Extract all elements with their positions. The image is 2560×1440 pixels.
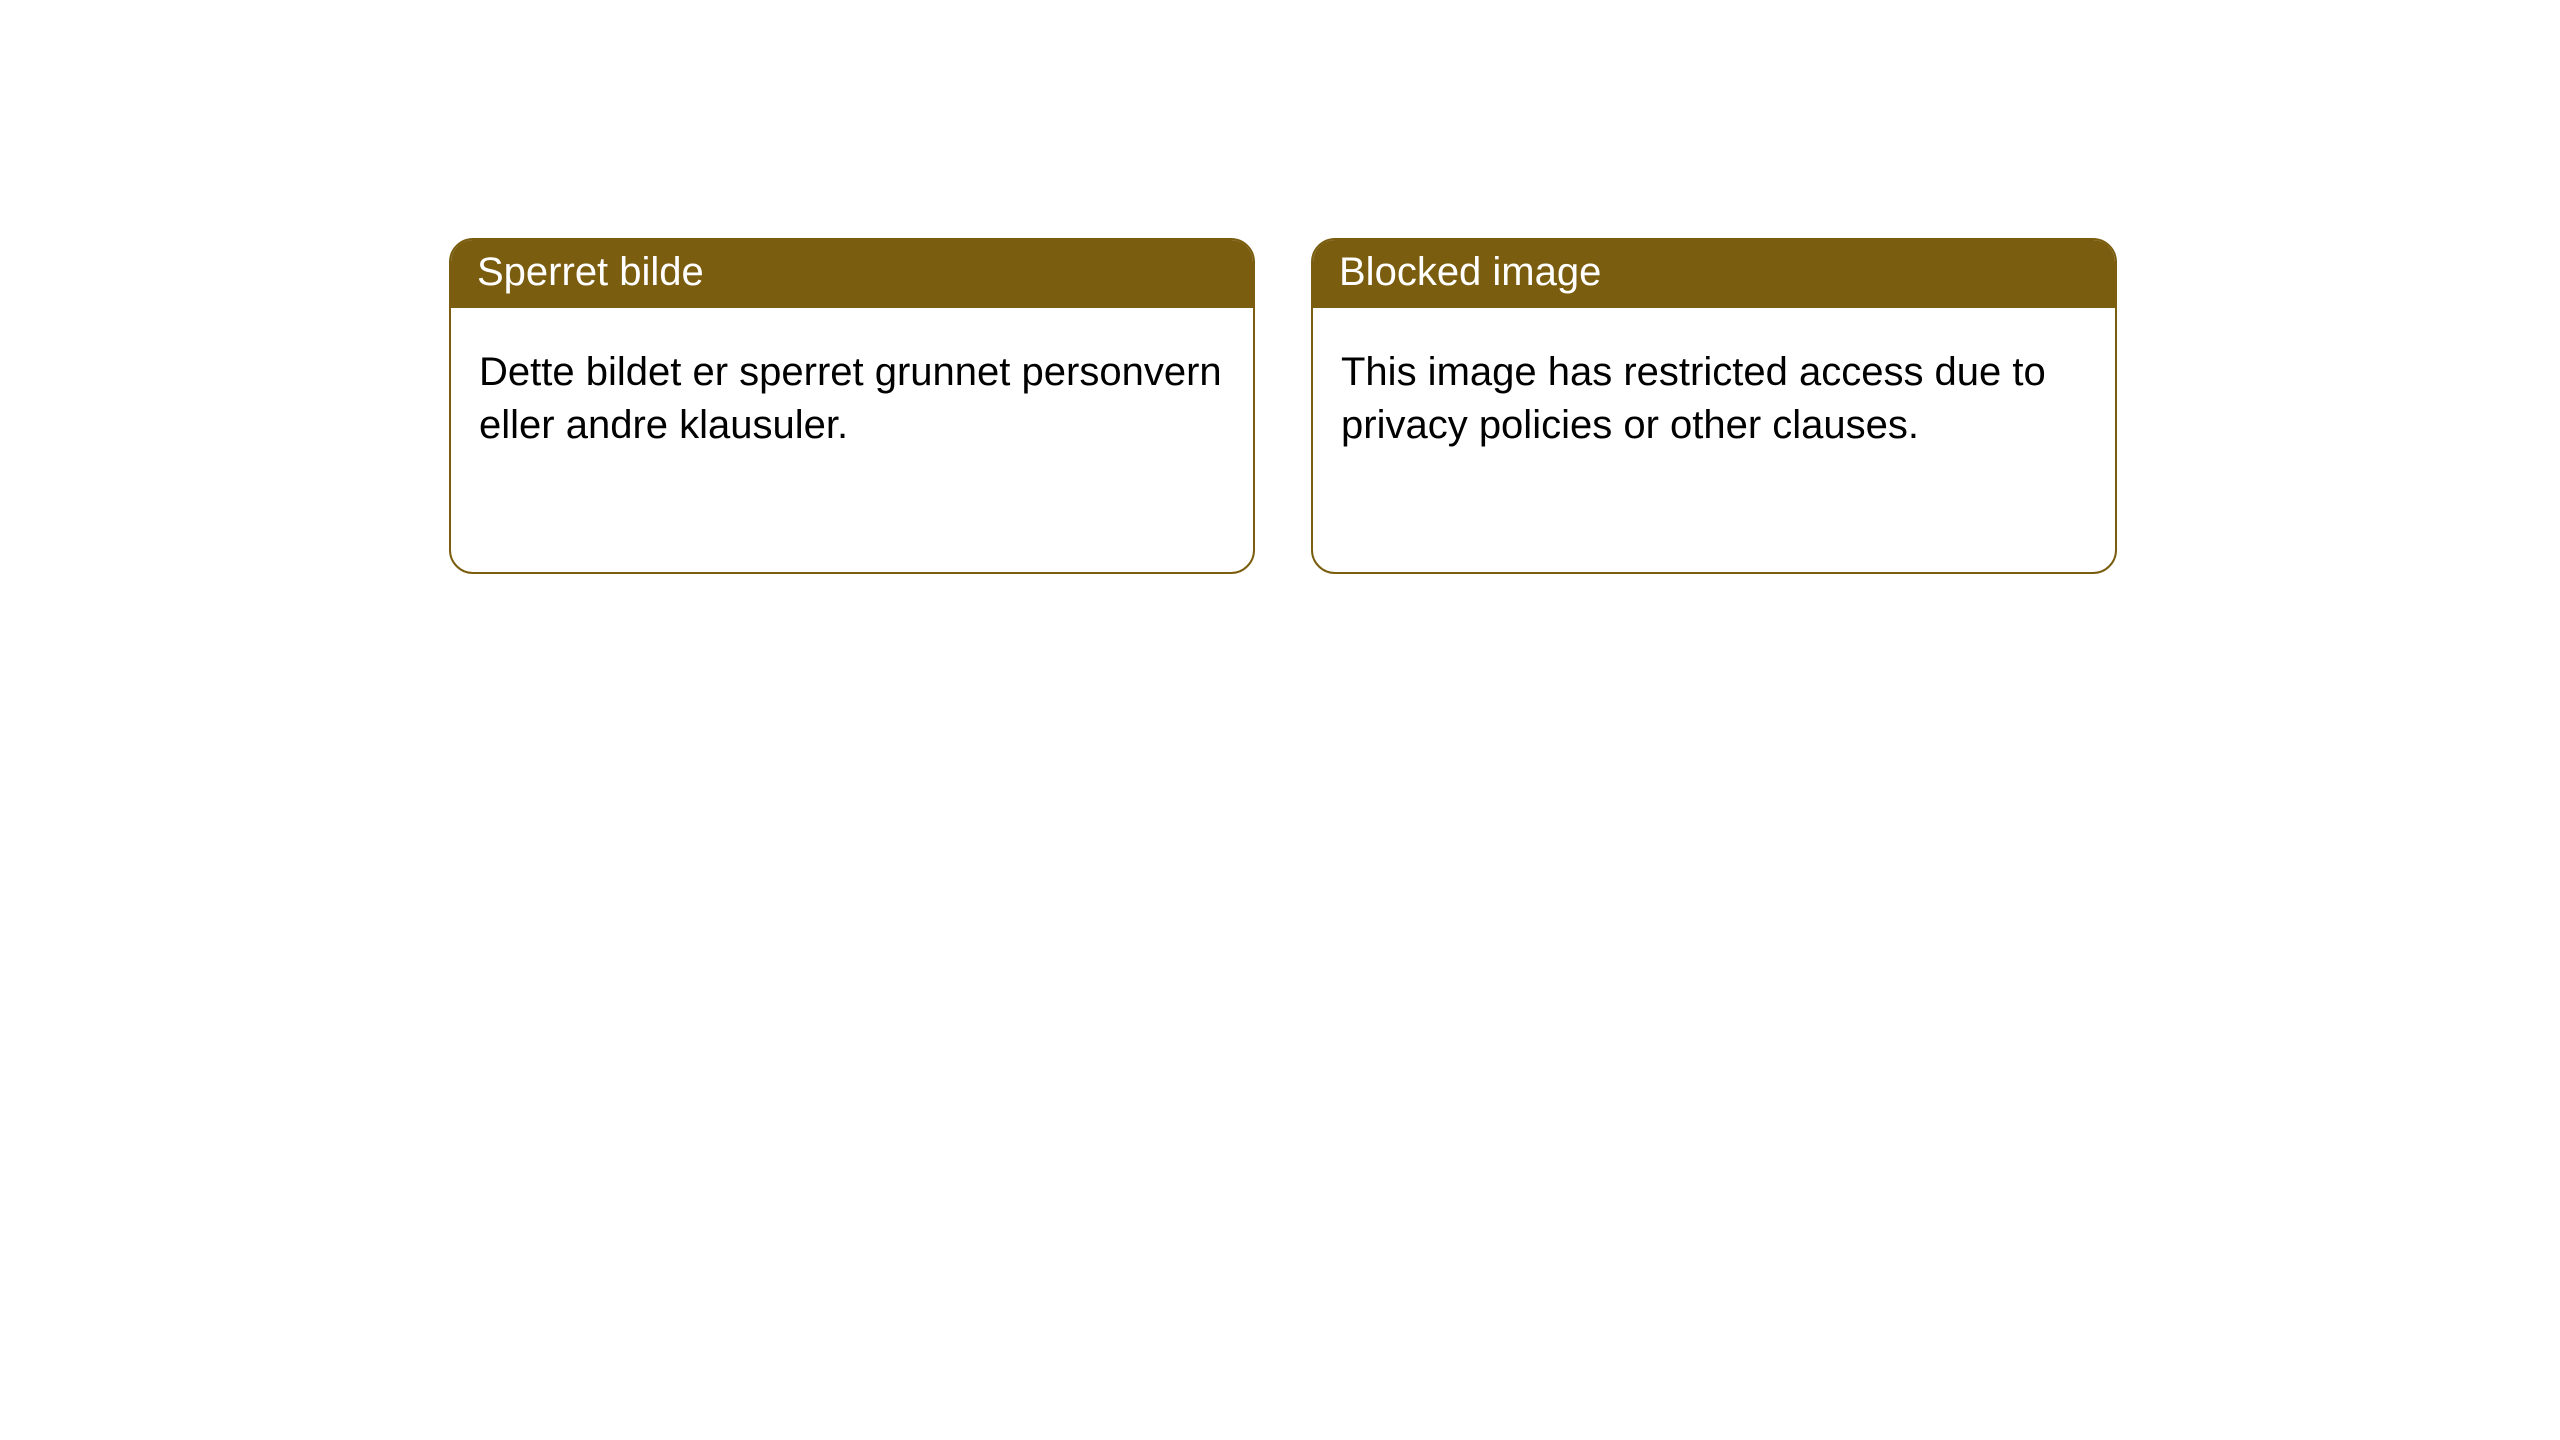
blocked-image-card-no: Sperret bilde Dette bildet er sperret gr…: [449, 238, 1255, 574]
blocked-image-card-en: Blocked image This image has restricted …: [1311, 238, 2117, 574]
card-body-en: This image has restricted access due to …: [1313, 308, 2115, 480]
card-body-no: Dette bildet er sperret grunnet personve…: [451, 308, 1253, 480]
notice-cards-row: Sperret bilde Dette bildet er sperret gr…: [449, 238, 2117, 574]
card-header-en: Blocked image: [1313, 240, 2115, 308]
card-header-no: Sperret bilde: [451, 240, 1253, 308]
